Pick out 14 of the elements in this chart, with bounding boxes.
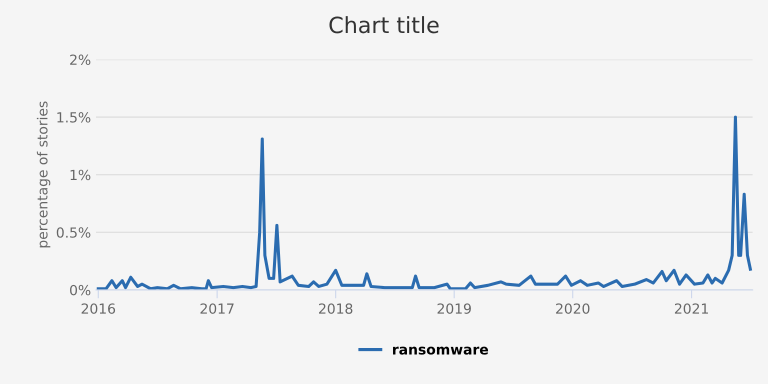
x-tick-label: 2016 (82, 303, 116, 314)
y-tick-label: 0.5% (56, 227, 90, 238)
legend-label: ransomware (393, 346, 488, 355)
y-tick-label: 2% (70, 54, 90, 65)
x-tick-label: 2017 (200, 303, 234, 314)
y-axis-title: percentage of stories (36, 101, 50, 248)
x-tick-label: 2018 (319, 303, 352, 314)
y-tick-label: 1.5% (57, 112, 90, 123)
x-tick-label: 2020 (556, 303, 590, 314)
x-tick-label: 2019 (438, 303, 471, 314)
y-tick-label: 1% (70, 170, 90, 180)
x-tick-label: 2021 (674, 303, 708, 314)
chart-title: Chart title (329, 16, 439, 34)
y-tick-label: 0% (70, 284, 90, 296)
